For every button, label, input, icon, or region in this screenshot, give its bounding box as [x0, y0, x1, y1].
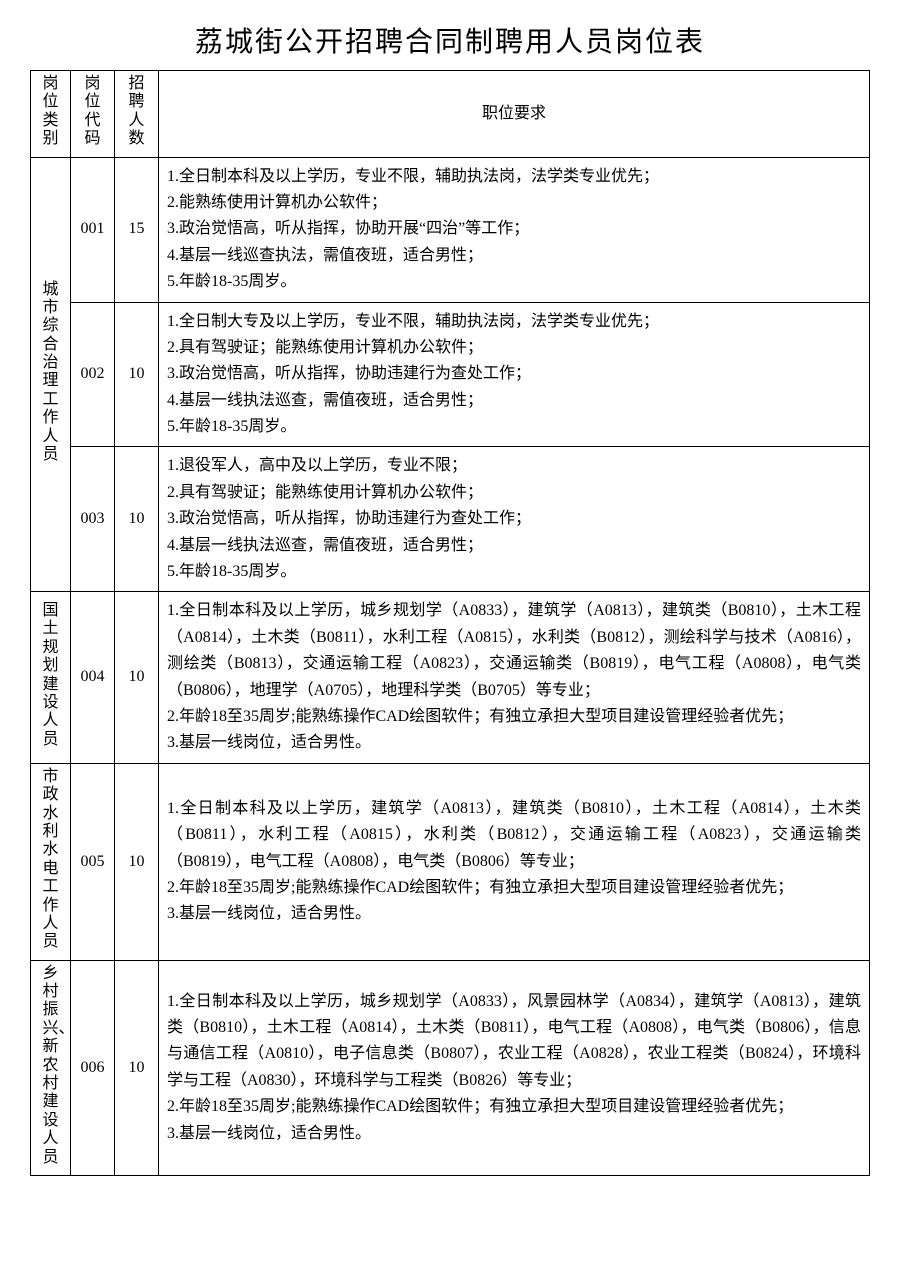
- header-code: 岗位代码: [71, 71, 115, 158]
- requirement-line: 3.政治觉悟高，听从指挥，协助开展“四治”等工作；: [167, 216, 861, 242]
- code-cell: 004: [71, 592, 115, 763]
- code-cell: 002: [71, 302, 115, 447]
- code-cell: 003: [71, 447, 115, 592]
- requirement-line: 3.政治觉悟高，听从指挥，协助违建行为查处工作；: [167, 361, 861, 387]
- requirement-line: 1.全日制大专及以上学历，专业不限，辅助执法岗，法学类专业优先；: [167, 309, 861, 335]
- table-row: 国土规划建设人员004101.全日制本科及以上学历，城乡规划学（A0833），建…: [31, 592, 870, 763]
- table-header-row: 岗位类别 岗位代码 招聘人数 职位要求: [31, 71, 870, 158]
- table-row: 003101.退役军人，高中及以上学历，专业不限；2.具有驾驶证；能熟练使用计算…: [31, 447, 870, 592]
- positions-table: 岗位类别 岗位代码 招聘人数 职位要求 城市综合治理工作人员001151.全日制…: [30, 70, 870, 1176]
- count-cell: 10: [115, 763, 159, 960]
- code-cell: 006: [71, 960, 115, 1175]
- code-cell: 005: [71, 763, 115, 960]
- requirement-line: 4.基层一线执法巡查，需值夜班，适合男性；: [167, 388, 861, 414]
- count-cell: 10: [115, 302, 159, 447]
- requirements-cell: 1.全日制本科及以上学历，城乡规划学（A0833），风景园林学（A0834），建…: [159, 960, 870, 1175]
- requirements-cell: 1.全日制本科及以上学历，城乡规划学（A0833），建筑学（A0813），建筑类…: [159, 592, 870, 763]
- count-cell: 10: [115, 960, 159, 1175]
- requirement-line: 3.基层一线岗位，适合男性。: [167, 1121, 861, 1147]
- requirement-line: 3.基层一线岗位，适合男性。: [167, 901, 861, 927]
- requirement-line: 1.全日制本科及以上学历，城乡规划学（A0833），风景园林学（A0834），建…: [167, 989, 861, 1095]
- table-row: 乡村振兴、新农村建设人员006101.全日制本科及以上学历，城乡规划学（A083…: [31, 960, 870, 1175]
- requirement-line: 5.年龄18-35周岁。: [167, 414, 861, 440]
- requirement-line: 2.年龄18至35周岁;能熟练操作CAD绘图软件；有独立承担大型项目建设管理经验…: [167, 704, 861, 730]
- count-cell: 15: [115, 157, 159, 302]
- requirements-cell: 1.全日制大专及以上学历，专业不限，辅助执法岗，法学类专业优先；2.具有驾驶证；…: [159, 302, 870, 447]
- table-row: 市政水利水电工作人员005101.全日制本科及以上学历，建筑学（A0813），建…: [31, 763, 870, 960]
- requirement-line: 1.全日制本科及以上学历，专业不限，辅助执法岗，法学类专业优先；: [167, 164, 861, 190]
- requirement-line: 1.全日制本科及以上学历，城乡规划学（A0833），建筑学（A0813），建筑类…: [167, 598, 861, 704]
- requirement-line: 2.年龄18至35周岁;能熟练操作CAD绘图软件；有独立承担大型项目建设管理经验…: [167, 1094, 861, 1120]
- header-requirements: 职位要求: [159, 71, 870, 158]
- page-title: 荔城街公开招聘合同制聘用人员岗位表: [30, 20, 870, 60]
- table-row: 002101.全日制大专及以上学历，专业不限，辅助执法岗，法学类专业优先；2.具…: [31, 302, 870, 447]
- requirement-line: 5.年龄18-35周岁。: [167, 559, 861, 585]
- requirements-cell: 1.全日制本科及以上学历，建筑学（A0813），建筑类（B0810），土木工程（…: [159, 763, 870, 960]
- requirement-line: 2.能熟练使用计算机办公软件；: [167, 190, 861, 216]
- code-cell: 001: [71, 157, 115, 302]
- requirement-line: 3.基层一线岗位，适合男性。: [167, 730, 861, 756]
- requirement-line: 2.具有驾驶证；能熟练使用计算机办公软件；: [167, 335, 861, 361]
- count-cell: 10: [115, 447, 159, 592]
- requirement-line: 1.全日制本科及以上学历，建筑学（A0813），建筑类（B0810），土木工程（…: [167, 796, 861, 875]
- count-cell: 10: [115, 592, 159, 763]
- requirement-line: 5.年龄18-35周岁。: [167, 269, 861, 295]
- requirement-line: 2.年龄18至35周岁;能熟练操作CAD绘图软件；有独立承担大型项目建设管理经验…: [167, 875, 861, 901]
- requirements-cell: 1.退役军人，高中及以上学历，专业不限；2.具有驾驶证；能熟练使用计算机办公软件…: [159, 447, 870, 592]
- header-category: 岗位类别: [31, 71, 71, 158]
- requirement-line: 1.退役军人，高中及以上学历，专业不限；: [167, 453, 861, 479]
- requirement-line: 4.基层一线执法巡查，需值夜班，适合男性；: [167, 533, 861, 559]
- category-cell: 城市综合治理工作人员: [31, 157, 71, 592]
- requirement-line: 4.基层一线巡查执法，需值夜班，适合男性；: [167, 243, 861, 269]
- category-cell: 市政水利水电工作人员: [31, 763, 71, 960]
- table-row: 城市综合治理工作人员001151.全日制本科及以上学历，专业不限，辅助执法岗，法…: [31, 157, 870, 302]
- header-count: 招聘人数: [115, 71, 159, 158]
- category-cell: 国土规划建设人员: [31, 592, 71, 763]
- requirement-line: 2.具有驾驶证；能熟练使用计算机办公软件；: [167, 480, 861, 506]
- requirement-line: 3.政治觉悟高，听从指挥，协助违建行为查处工作；: [167, 506, 861, 532]
- category-cell: 乡村振兴、新农村建设人员: [31, 960, 71, 1175]
- requirements-cell: 1.全日制本科及以上学历，专业不限，辅助执法岗，法学类专业优先；2.能熟练使用计…: [159, 157, 870, 302]
